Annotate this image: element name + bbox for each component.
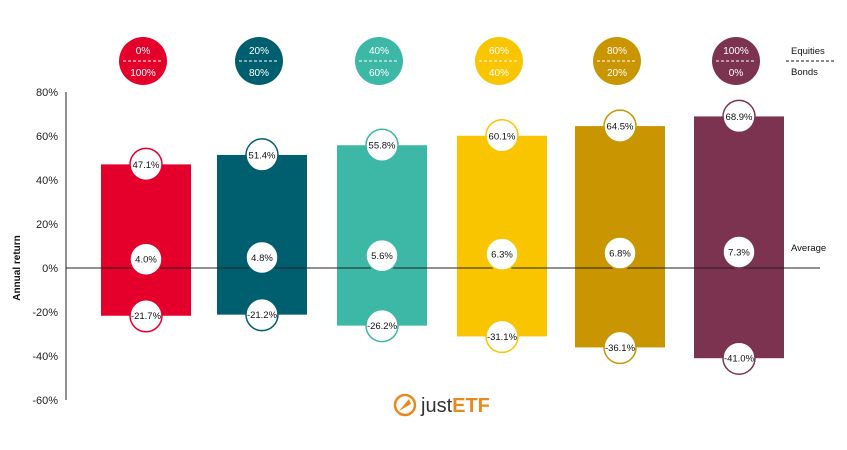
min-label-circle [245,297,279,332]
equities-share: 80% [607,46,627,57]
average-label-text: 5.6% [371,251,393,262]
min-label: -31.1% [485,319,519,354]
y-tick-label: 40% [36,175,58,187]
allocation-badge: 40% 60% [355,37,403,85]
average-label: 4.8% [245,240,279,275]
y-axis-title: Annual return [12,235,23,301]
min-label-text: -31.1% [487,332,518,343]
max-label-circle [365,128,399,162]
max-label-circle [245,138,279,172]
allocation-badges: 0% 100% 20% 80% 40% 60% 60% 40% 80% 20% 100% 0% [119,37,760,85]
equities-share: 40% [369,46,389,57]
min-label-text: -36.1% [605,343,636,354]
average-label-circle [365,238,399,273]
logo-text: justETF [420,395,490,417]
min-label-circle [129,298,163,333]
min-label: -26.2% [365,308,399,343]
max-label-circle [722,99,756,134]
min-label-circle [365,308,399,343]
max-label: 68.9% [722,99,756,134]
logo-arrow-icon [399,399,411,411]
y-tick-label: 60% [36,131,58,143]
min-label: -41.0% [722,341,756,375]
allocation-badge: 20% 80% [235,37,283,85]
min-label: -21.2% [245,297,279,332]
allocation-badge: 80% 20% [593,37,641,85]
y-tick-label: -60% [32,395,58,407]
y-tick-label: 20% [36,219,58,231]
equities-share: 60% [489,46,509,57]
average-label: 4.0% [129,242,163,276]
average-label-text: 7.3% [728,247,750,258]
equities-share: 20% [249,46,269,57]
average-label-text: 6.3% [491,250,513,261]
max-label-text: 55.8% [369,141,396,152]
max-label-text: 47.1% [133,160,160,171]
min-label-text: -41.0% [724,354,755,365]
y-tick-label: 0% [42,263,58,275]
bonds-share: 60% [369,68,389,79]
max-label: 64.5% [603,109,637,143]
max-label-text: 64.5% [607,122,634,133]
bonds-share: 80% [249,68,269,79]
bar [217,154,307,315]
y-tick-label: 80% [36,87,58,99]
bar [457,135,547,337]
max-label-text: 60.1% [489,131,516,142]
max-label: 55.8% [365,128,399,162]
y-axis: 80% 60% 40% 20% 0% -20% -40% -60% Annual return [12,87,67,407]
min-label-text: -21.7% [131,311,162,322]
average-label-text: 4.8% [251,253,273,264]
min-label: -21.7% [129,298,163,333]
y-tick-label: -20% [32,307,58,319]
average-label-circle [722,235,756,269]
min-label: -36.1% [603,330,637,365]
allocation-badge: 60% 40% [475,37,523,85]
legend: Equities Bonds Average [786,46,836,254]
allocation-badge: 0% 100% [119,37,167,85]
y-tick-label: -40% [32,351,58,363]
max-label-circle [603,109,637,143]
logo-mark-icon [393,393,417,417]
legend-average: Average [791,243,826,254]
average-label-text: 6.8% [609,249,631,260]
average-label: 7.3% [722,235,756,269]
average-label-circle [603,236,637,270]
legend-bonds: Bonds [791,67,818,78]
bonds-share: 0% [729,68,744,79]
min-label-text: -21.2% [247,310,278,321]
min-label-circle [603,330,637,365]
allocation-badge: 100% 0% [712,37,760,85]
average-label-circle [129,242,163,276]
bar [101,164,191,316]
max-label-text: 51.4% [249,150,276,161]
max-label: 60.1% [485,119,519,153]
average-label-text: 4.0% [135,255,157,266]
average-label: 6.3% [485,237,519,271]
max-label: 51.4% [245,138,279,172]
justetf-logo: justETF [393,393,490,417]
max-label-circle [129,147,163,182]
logo-prefix: just [420,395,453,417]
min-label-circle [485,319,519,354]
logo-suffix: ETF [452,395,490,417]
equities-share: 100% [723,46,749,57]
bars: 47.1% 4.0% -21.7% 51.4% 4.8% -21.2% 55.8% 5.6% -… [66,99,820,375]
legend-equities: Equities [791,46,825,57]
average-label-circle [485,237,519,271]
average-label: 5.6% [365,238,399,273]
bonds-share: 20% [607,68,627,79]
min-label-circle [722,341,756,375]
max-label: 47.1% [129,147,163,182]
bonds-share: 40% [489,68,509,79]
max-label-circle [485,119,519,153]
bonds-share: 100% [130,68,156,79]
average-label: 6.8% [603,236,637,270]
min-label-text: -26.2% [367,321,398,332]
bar [337,145,427,326]
equities-share: 0% [136,46,151,57]
max-label-text: 68.9% [726,112,753,123]
average-label-circle [245,240,279,275]
